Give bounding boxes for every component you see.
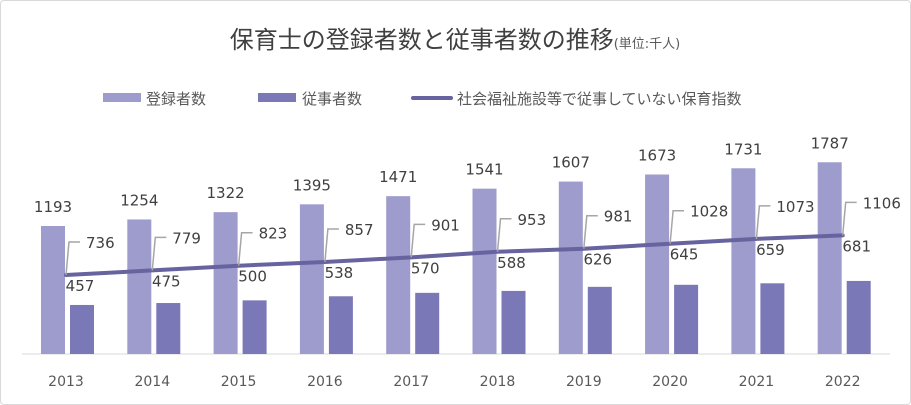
- leader-line: [669, 209, 685, 244]
- chart-title-main: 保育士の登録者数と従事者数の推移: [230, 26, 614, 54]
- data-label-employed: 588: [497, 254, 526, 272]
- bar-employed: [846, 280, 871, 354]
- legend-swatch-registered: [103, 93, 141, 102]
- bar-employed: [328, 296, 353, 354]
- bar-registered: [731, 168, 756, 354]
- bar-employed: [415, 292, 440, 354]
- bar-registered: [645, 174, 670, 354]
- line-not-employed: [64, 233, 845, 278]
- x-tick-label: 2019: [566, 374, 602, 390]
- data-label-registered: 1322: [207, 184, 245, 202]
- x-tick-label: 2022: [825, 374, 861, 390]
- bar-employed: [760, 283, 785, 354]
- data-label-not-employed: 857: [345, 221, 374, 239]
- legend-label-registered: 登録者数: [146, 90, 206, 108]
- leader-line: [410, 223, 426, 258]
- x-tick-label: 2018: [480, 374, 516, 390]
- data-label-registered: 1673: [638, 146, 676, 164]
- data-label-not-employed: 1028: [690, 203, 728, 221]
- data-label-employed: 659: [756, 241, 785, 259]
- chart-title-unit: (単位:千人): [614, 36, 681, 52]
- bar-employed: [587, 286, 612, 354]
- leader-line: [65, 241, 80, 276]
- bar-registered: [213, 212, 238, 354]
- data-label-not-employed: 779: [172, 229, 201, 247]
- bar-employed: [70, 304, 94, 354]
- chart-title: 保育士の登録者数と従事者数の推移(単位:千人): [230, 26, 681, 54]
- bar-employed: [501, 290, 526, 354]
- data-label-employed: 570: [411, 259, 440, 277]
- bar-registered: [472, 188, 497, 354]
- bar-employed: [242, 300, 267, 354]
- data-label-employed: 475: [152, 272, 181, 290]
- x-tick-label: 2020: [652, 374, 688, 390]
- data-label-registered: 1254: [120, 191, 158, 209]
- bar-employed: [674, 284, 699, 354]
- x-tick-label: 2014: [134, 374, 170, 390]
- data-label-not-employed: 1073: [776, 198, 814, 216]
- data-label-registered: 1541: [465, 161, 503, 179]
- data-label-employed: 500: [238, 268, 267, 286]
- bar-employed: [156, 303, 181, 354]
- x-tick-label: 2021: [739, 374, 775, 390]
- data-label-employed: 457: [66, 277, 95, 295]
- bar-registered: [817, 162, 842, 354]
- data-label-registered: 1471: [379, 168, 417, 186]
- legend-swatch-employed: [258, 93, 296, 102]
- x-tick-label: 2015: [221, 374, 257, 390]
- data-label-not-employed: 901: [431, 216, 460, 234]
- x-tick-label: 2016: [307, 374, 343, 390]
- data-label-registered: 1193: [34, 198, 72, 216]
- leader-line: [151, 236, 167, 271]
- data-label-not-employed: 736: [86, 234, 115, 252]
- data-label-not-employed: 823: [259, 225, 288, 243]
- data-label-registered: 1787: [811, 134, 849, 152]
- data-label-employed: 626: [583, 251, 612, 269]
- data-label-registered: 1607: [552, 154, 590, 172]
- leader-line: [755, 205, 771, 239]
- leader-line: [237, 231, 253, 266]
- data-label-employed: 681: [842, 237, 871, 255]
- x-tick-label: 2017: [393, 374, 429, 390]
- data-label-not-employed: 1106: [863, 194, 901, 212]
- data-label-not-employed: 953: [518, 211, 547, 229]
- legend-label-not-employed: 社会福祉施設等で従事していない保育指数: [457, 90, 742, 108]
- leader-line: [583, 214, 598, 249]
- data-label-not-employed: 981: [604, 208, 633, 226]
- bar-registered: [41, 226, 65, 354]
- bar-registered: [386, 196, 411, 354]
- data-label-employed: 538: [325, 264, 354, 282]
- data-label-registered: 1731: [724, 140, 762, 158]
- bar-registered: [299, 204, 324, 354]
- leader-line: [841, 201, 857, 236]
- bar-registered: [127, 219, 152, 354]
- legend: 登録者数 従事者数 社会福祉施設等で従事していない保育指数: [103, 90, 742, 108]
- data-label-registered: 1395: [293, 176, 331, 194]
- legend-label-employed: 従事者数: [302, 90, 362, 108]
- leader-line: [324, 228, 339, 263]
- x-tick-label: 2013: [48, 374, 84, 390]
- bar-registered: [558, 181, 583, 354]
- leader-line: [496, 218, 512, 252]
- data-label-employed: 645: [670, 246, 699, 264]
